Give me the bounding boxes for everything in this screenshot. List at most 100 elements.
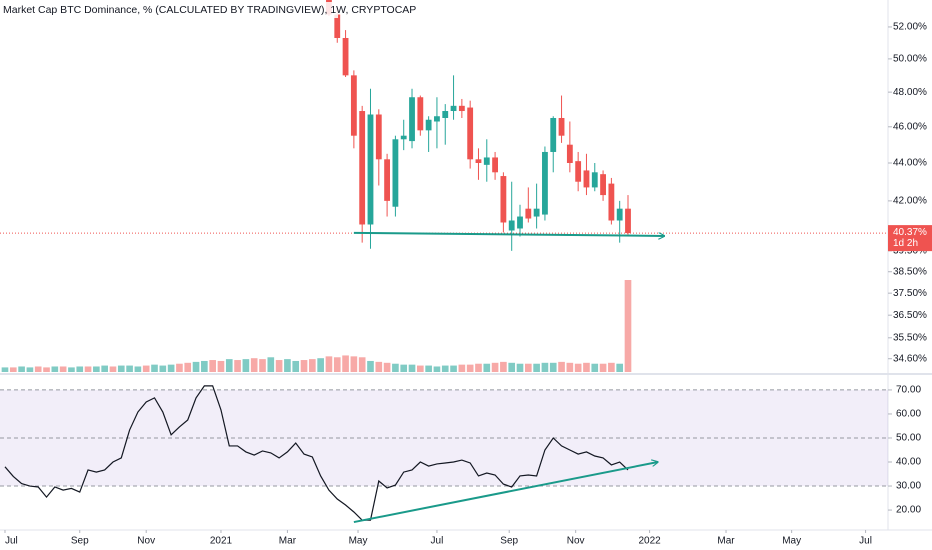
volume-bar xyxy=(267,357,275,372)
rsi-pane xyxy=(0,385,888,524)
price-pane xyxy=(0,0,888,372)
candle-body xyxy=(583,170,590,188)
volume-bar xyxy=(624,280,632,372)
volume-bar xyxy=(500,361,507,372)
y-tick-label: 52.00% xyxy=(893,22,927,33)
volume-bar xyxy=(34,366,42,372)
volume-bar xyxy=(217,360,225,372)
y-tick-label: 35.50% xyxy=(893,332,927,343)
volume-bar xyxy=(533,363,540,372)
volume-bar xyxy=(93,366,100,372)
axes: 52.00%50.00%48.00%46.00%44.00%42.00%39.5… xyxy=(4,22,932,547)
last-price-box xyxy=(888,225,932,252)
volume-bar xyxy=(417,365,424,372)
chart-title: Market Cap BTC Dominance, % (CALCULATED … xyxy=(3,4,416,16)
candle-body xyxy=(533,208,540,217)
candle-body xyxy=(500,176,507,223)
volume-bar xyxy=(109,366,117,372)
candle-body xyxy=(566,144,573,163)
y-tick-label: 20.00 xyxy=(896,505,921,516)
y-tick-label: 36.50% xyxy=(893,310,927,321)
candle-body xyxy=(359,111,366,225)
volume-bar xyxy=(358,357,366,372)
last-price-label: 40.37% xyxy=(893,227,927,238)
candle-body xyxy=(517,216,523,229)
candle-body xyxy=(350,75,357,136)
volume-bar xyxy=(450,365,457,372)
x-tick-label: May xyxy=(349,536,368,547)
rsi-line xyxy=(4,385,629,521)
volume-bar xyxy=(608,362,615,372)
volume-bar xyxy=(126,365,133,372)
volume-bar xyxy=(408,364,416,372)
candle-body xyxy=(591,172,598,188)
volume-bar xyxy=(26,367,34,372)
volume-bar xyxy=(51,366,59,372)
y-tick-label: 48.00% xyxy=(893,87,927,98)
volume-bar xyxy=(159,365,167,372)
volume-bar xyxy=(151,364,158,372)
y-tick-label: 50.00 xyxy=(896,433,921,444)
x-tick-label: Jul xyxy=(5,536,18,547)
y-tick-label: 38.50% xyxy=(893,266,927,277)
volume-bar xyxy=(59,366,67,372)
candle-body xyxy=(483,157,490,165)
volume-bar xyxy=(184,362,192,372)
volume-bar xyxy=(616,363,624,372)
candle-body xyxy=(467,107,474,160)
volume-bar xyxy=(234,360,241,372)
candle-body xyxy=(575,161,582,182)
volume-bar xyxy=(275,360,283,372)
volume-bar xyxy=(516,363,524,372)
x-tick-label: Mar xyxy=(717,536,735,547)
trendline xyxy=(353,231,665,236)
volume-bar xyxy=(68,367,75,372)
volume-bar xyxy=(574,363,582,372)
candle-body xyxy=(550,117,557,152)
volume-bar xyxy=(508,362,516,372)
x-tick-label: May xyxy=(782,536,801,547)
candle-body xyxy=(375,114,382,160)
volume-bar xyxy=(541,362,549,372)
candle-body xyxy=(600,174,606,196)
y-tick-label: 42.00% xyxy=(893,196,927,207)
volume-bar xyxy=(117,365,125,372)
volume-bar xyxy=(483,363,491,372)
volume-bar xyxy=(549,362,557,372)
volume-bar xyxy=(350,356,358,372)
x-tick-label: Jul xyxy=(859,536,872,547)
volume-bar xyxy=(441,365,449,372)
volume-bar xyxy=(84,366,92,372)
candle-body xyxy=(400,135,407,140)
x-tick-label: Jul xyxy=(431,536,444,547)
x-tick-label: Nov xyxy=(137,536,155,547)
candle-body xyxy=(542,151,548,215)
volume-bar xyxy=(300,360,308,372)
volume-bar xyxy=(433,366,441,372)
volume-bar xyxy=(259,359,266,372)
candle-body xyxy=(392,139,399,207)
volume-bar xyxy=(101,365,108,372)
volume-bar xyxy=(591,363,599,372)
volume-bar xyxy=(242,359,250,372)
volume-bar xyxy=(599,363,607,372)
volume-bar xyxy=(176,363,183,372)
y-tick-label: 50.00% xyxy=(893,54,927,65)
candle-body xyxy=(342,37,349,76)
countdown-label: 1d 2h xyxy=(893,238,918,249)
volume-bar xyxy=(18,366,25,372)
volume-bar xyxy=(134,366,142,372)
volume-bar xyxy=(524,363,532,372)
volume-bar xyxy=(491,362,499,372)
candle-body xyxy=(458,105,465,112)
candle-body xyxy=(616,208,623,221)
volume-bar xyxy=(201,360,208,372)
volume-bar xyxy=(250,358,258,372)
volume-bar xyxy=(225,359,233,372)
volume-bar xyxy=(167,364,175,372)
y-tick-label: 30.00 xyxy=(896,481,921,492)
volume-bar xyxy=(76,366,84,372)
volume-bar xyxy=(400,364,408,372)
candle-body xyxy=(425,119,432,131)
